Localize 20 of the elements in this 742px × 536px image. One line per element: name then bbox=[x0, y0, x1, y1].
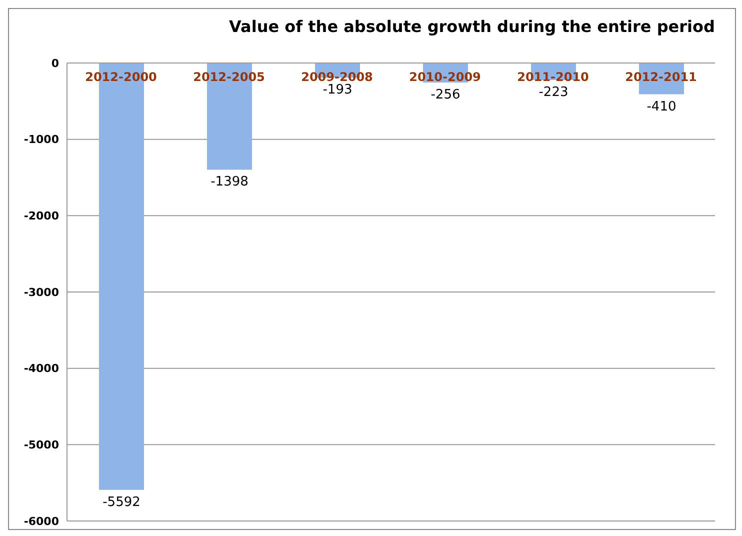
x-tick-label: 2012-2005 bbox=[193, 70, 265, 84]
data-label: -410 bbox=[646, 99, 676, 114]
y-tick-label: -5000 bbox=[24, 438, 60, 452]
y-tick-label: -4000 bbox=[24, 362, 60, 376]
data-label: -193 bbox=[322, 82, 352, 98]
data-label: -5592 bbox=[102, 494, 140, 510]
x-tick-label: 2012-2000 bbox=[85, 70, 157, 84]
y-tick-label: -6000 bbox=[24, 514, 60, 528]
x-tick-label: 2009-2008 bbox=[301, 70, 373, 84]
y-tick-label: 0 bbox=[51, 56, 60, 70]
data-label: -256 bbox=[430, 88, 460, 103]
y-tick-label: -2000 bbox=[24, 210, 60, 223]
data-label: -1398 bbox=[210, 174, 248, 190]
data-label: -223 bbox=[538, 85, 568, 100]
chart-title: Value of the absolute growth during the entire period bbox=[228, 17, 716, 36]
x-tick-label: 2011-2010 bbox=[517, 70, 589, 84]
x-tick-label: 2012-2011 bbox=[625, 70, 697, 84]
y-tick-label: -3000 bbox=[24, 286, 60, 299]
x-tick-label: 2010-2009 bbox=[409, 70, 481, 84]
y-tick-label: -1000 bbox=[24, 133, 60, 146]
